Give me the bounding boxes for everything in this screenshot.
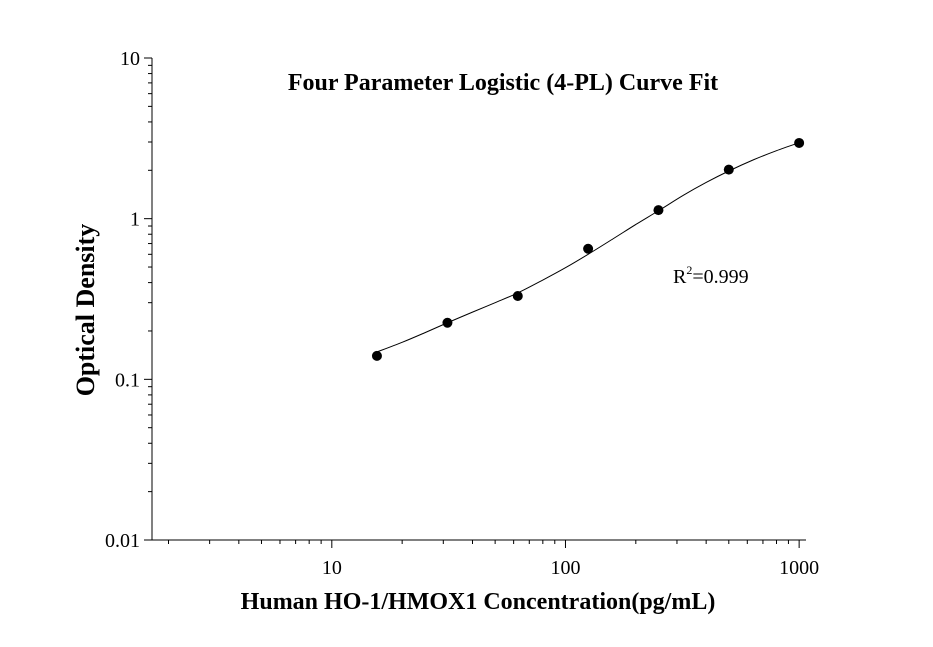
data-points (371, 137, 805, 361)
chart-title: Four Parameter Logistic (4-PL) Curve Fit (288, 70, 718, 96)
tick-labels: 0.01 0.1 1 10 10 100 1000 (105, 48, 819, 579)
data-point (442, 317, 453, 328)
y-tick-label: 1 (130, 209, 140, 231)
x-tick-label: 10 (322, 557, 342, 579)
r-squared-value: =0.999 (692, 266, 748, 288)
r-squared-superscript: 2 (686, 263, 692, 277)
r-squared-annotation: R2=0.999 (673, 263, 749, 288)
data-point (794, 137, 805, 148)
x-tick-label: 100 (550, 557, 580, 579)
y-tick-label: 0.01 (105, 530, 140, 552)
axes (151, 58, 806, 541)
r-squared-base: R (673, 266, 687, 288)
data-point (371, 350, 382, 361)
data-point (512, 291, 523, 302)
data-point (653, 205, 664, 216)
data-point (723, 164, 734, 175)
tick-marks (144, 57, 800, 548)
data-point (583, 243, 594, 254)
y-tick-label: 0.1 (115, 369, 140, 391)
y-tick-label: 10 (120, 48, 140, 70)
x-axis-label: Human HO-1/HMOX1 Concentration(pg/mL) (241, 589, 716, 615)
y-axis-label: Optical Density (71, 224, 100, 397)
x-tick-label: 1000 (779, 557, 819, 579)
